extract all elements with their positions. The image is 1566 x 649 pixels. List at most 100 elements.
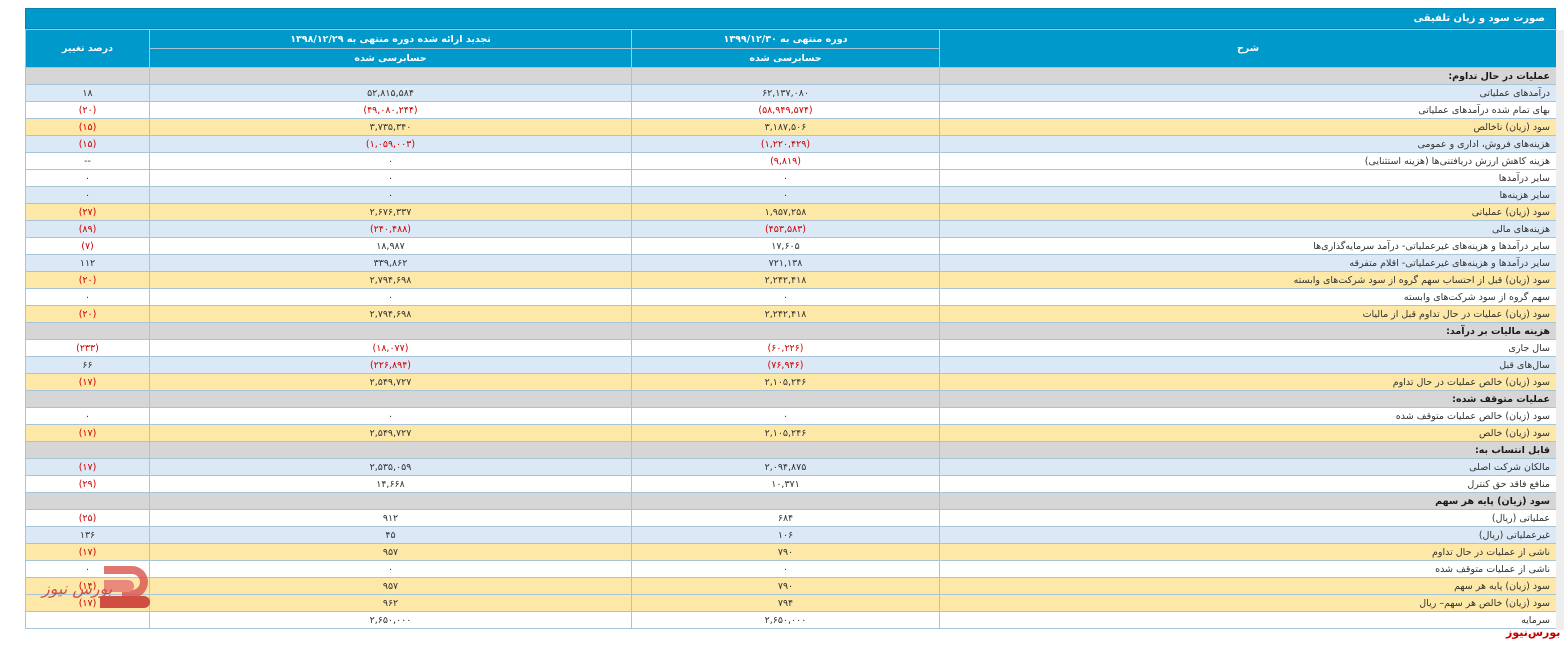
row-label: هزینه کاهش ارزش دریافتنی‌ها (هزینه استثن… [939,152,1557,170]
value-current: ۰ [631,186,940,204]
value-current: ۰ [631,169,940,187]
row-label: ناشی از عملیات در حال تداوم [939,543,1557,561]
row-label: سود (زیان) خالص عملیات متوقف شده [939,407,1557,425]
value-change: (۱۷) [25,458,150,476]
value-change [25,611,150,629]
table-row: منافع فاقد حق کنترل ۱۰,۳۷۱ ۱۴,۶۶۸ (۲۹) [25,475,1557,493]
table-row: سود (زیان) قبل از احتساب سهم گروه از سود… [25,271,1557,289]
value-change: ۰ [25,169,150,187]
value-current: ۳,۱۸۷,۵۰۶ [631,118,940,136]
bourse-news-logo: بورس نیوز [40,566,150,608]
row-label: سود (زیان) ناخالص [939,118,1557,136]
value-previous [149,441,632,459]
table-row: سود (زیان) خالص ۲,۱۰۵,۲۴۶ ۲,۵۴۹,۷۲۷ (۱۷) [25,424,1557,442]
value-previous [149,492,632,510]
value-change: ۰ [25,288,150,306]
value-current: (۴۵۳,۵۸۳) [631,220,940,238]
value-change: (۲۹) [25,475,150,493]
table-row: درآمدهای عملیاتی ۶۲,۱۳۷,۰۸۰ ۵۲,۸۱۵,۵۸۴ ۱۸ [25,84,1557,102]
value-current: ۱۷,۶۰۵ [631,237,940,255]
value-previous [149,390,632,408]
value-previous: ۲,۶۷۶,۳۳۷ [149,203,632,221]
value-change: (۱۵) [25,118,150,136]
row-label: سود (زیان) خالص [939,424,1557,442]
value-current: (۶۰,۲۲۶) [631,339,940,357]
value-previous: ۰ [149,407,632,425]
value-change: (۱۷) [25,543,150,561]
header-desc: شرح [939,29,1557,68]
value-change [25,390,150,408]
row-label: عملیاتی (ریال) [939,509,1557,527]
row-label: هزینه‌های مالی [939,220,1557,238]
header-current-audited: حسابرسی شده [631,48,940,68]
value-change [25,322,150,340]
value-change [25,67,150,85]
row-label: سایر درآمدها و هزینه‌های غیرعملیاتی- درآ… [939,237,1557,255]
value-change: ۶۶ [25,356,150,374]
value-previous: ۹۵۷ [149,577,632,595]
row-label: عملیات در حال تداوم: [939,67,1557,85]
row-label: سود (زیان) خالص هر سهم– ریال [939,594,1557,612]
table-row: بهای تمام شده درآمدهای عملیاتی (۵۸,۹۴۹,۵۷… [25,101,1557,119]
value-previous: (۲۲۶,۸۹۴) [149,356,632,374]
table-row: ناشی از عملیات متوقف شده ۰ ۰ ۰ [25,560,1557,578]
value-change: (۲۰) [25,101,150,119]
value-previous: ۲,۵۴۹,۷۲۷ [149,373,632,391]
value-change: (۱۵) [25,135,150,153]
value-current [631,441,940,459]
row-label: درآمدهای عملیاتی [939,84,1557,102]
value-previous: ۰ [149,169,632,187]
row-label: منافع فاقد حق کنترل [939,475,1557,493]
value-current: ۱,۹۵۷,۲۵۸ [631,203,940,221]
table-row: سود (زیان) خالص عملیات در حال تداوم ۲,۱۰۵… [25,373,1557,391]
income-statement-table: شرح دوره منتهی به ۱۳۹۹/۱۲/۳۰ تجدید ارائه… [25,29,1557,629]
value-change: ۱۱۲ [25,254,150,272]
row-label: سهم گروه از سود شرکت‌های وابسته [939,288,1557,306]
value-current: ۲,۰۹۴,۸۷۵ [631,458,940,476]
value-current [631,492,940,510]
value-previous: ۲,۵۳۵,۰۵۹ [149,458,632,476]
table-row: هزینه کاهش ارزش دریافتنی‌ها (هزینه استثن… [25,152,1557,170]
value-change: (۲۳۳) [25,339,150,357]
value-current: ۱۰۶ [631,526,940,544]
value-change: (۱۷) [25,424,150,442]
value-change [25,492,150,510]
income-statement-panel: صورت سود و زیان تلفیقی شرح دوره منتهی به… [25,8,1557,629]
row-label: غیرعملیاتی (ریال) [939,526,1557,544]
value-current: ۲,۲۴۲,۴۱۸ [631,271,940,289]
value-current: (۱,۲۲۰,۴۲۹) [631,135,940,153]
value-previous: (۱۸,۰۷۷) [149,339,632,357]
value-change: (۲۵) [25,509,150,527]
row-label: ناشی از عملیات متوقف شده [939,560,1557,578]
table-row: ناشی از عملیات در حال تداوم ۷۹۰ ۹۵۷ (۱۷) [25,543,1557,561]
value-previous: ۵۲,۸۱۵,۵۸۴ [149,84,632,102]
value-current: ۷۹۰ [631,543,940,561]
table-row: هزینه‌های فروش، اداری و عمومی (۱,۲۲۰,۴۲۹)… [25,135,1557,153]
value-change: (۸۹) [25,220,150,238]
value-previous [149,322,632,340]
row-label: بهای تمام شده درآمدهای عملیاتی [939,101,1557,119]
value-current: ۱۰,۳۷۱ [631,475,940,493]
table-row: غیرعملیاتی (ریال) ۱۰۶ ۴۵ ۱۳۶ [25,526,1557,544]
row-label: مالکان شرکت اصلی [939,458,1557,476]
value-change: -- [25,152,150,170]
value-current: ۷۲۱,۱۳۸ [631,254,940,272]
row-label: هزینه‌های فروش، اداری و عمومی [939,135,1557,153]
value-current: (۵۸,۹۴۹,۵۷۴) [631,101,940,119]
value-previous: ۳۳۹,۸۶۲ [149,254,632,272]
value-current: ۲,۲۴۲,۴۱۸ [631,305,940,323]
value-previous: ۲,۷۹۴,۶۹۸ [149,305,632,323]
table-row: سایر هزینه‌ها ۰ ۰ ۰ [25,186,1557,204]
table-row: سود (زیان) عملیاتی ۱,۹۵۷,۲۵۸ ۲,۶۷۶,۳۳۷ (۲۷) [25,203,1557,221]
row-label: سود (زیان) قبل از احتساب سهم گروه از سود… [939,271,1557,289]
value-current: ۲,۶۵۰,۰۰۰ [631,611,940,629]
table-row: سال‌های قبل (۷۶,۹۴۶) (۲۲۶,۸۹۴) ۶۶ [25,356,1557,374]
value-previous: ۹۵۷ [149,543,632,561]
header-period-previous: تجدید ارائه شده دوره منتهی به ۱۳۹۸/۱۲/۲۹ [149,29,632,49]
scrollbar[interactable] [1556,30,1564,630]
value-current: ۷۹۴ [631,594,940,612]
value-current: ۰ [631,288,940,306]
value-previous: ۳,۷۳۵,۳۴۰ [149,118,632,136]
row-label: سایر هزینه‌ها [939,186,1557,204]
table-row: عملیاتی (ریال) ۶۸۴ ۹۱۲ (۲۵) [25,509,1557,527]
